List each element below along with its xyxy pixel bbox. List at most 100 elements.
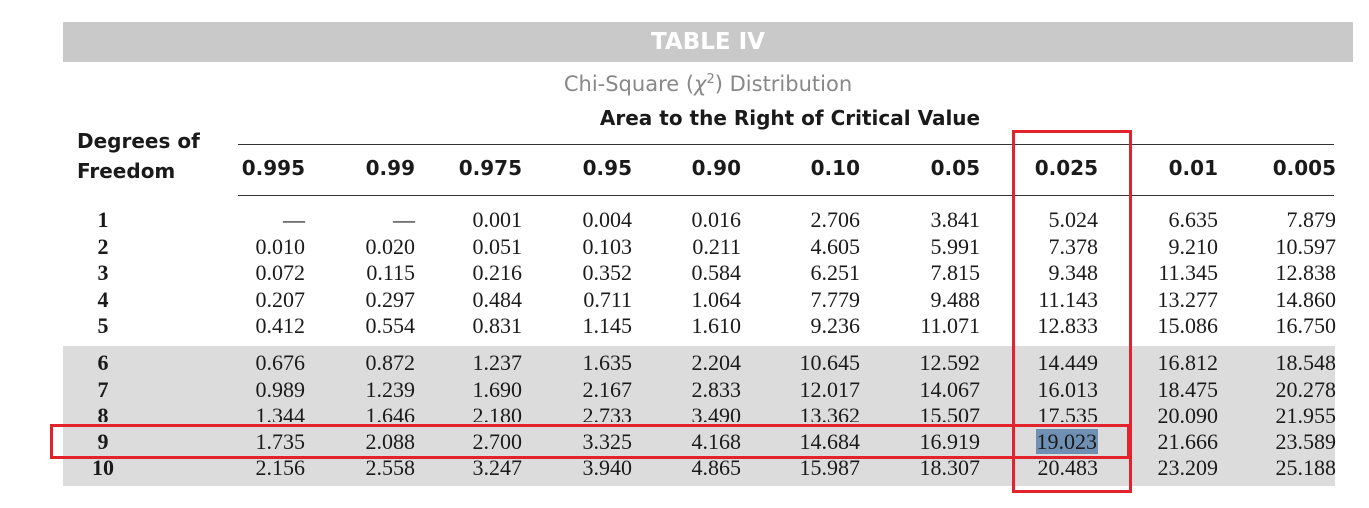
table-cell: 0.554: [365, 313, 416, 338]
row-label-df: 1: [97, 207, 109, 232]
table-cell: 2.088: [365, 429, 416, 454]
table-cell: 7.815: [930, 260, 981, 285]
table-cell: 0.016: [691, 207, 742, 232]
table-cell: 14.860: [1275, 287, 1337, 312]
table-cell: 0.711: [583, 287, 632, 312]
table-cell: 18.475: [1157, 377, 1219, 402]
table-cell: 1.064: [691, 287, 742, 312]
table-cell: 0.412: [255, 313, 306, 338]
table-cell: 11.345: [1158, 260, 1218, 285]
table-cell: 20.090: [1157, 403, 1219, 428]
table-cell: 0.297: [365, 287, 416, 312]
table-cell: 14.449: [1037, 350, 1099, 375]
table-cell: 2.156: [255, 455, 306, 480]
table-cell: 11.071: [920, 313, 980, 338]
column-header: 0.025: [1034, 156, 1098, 180]
column-header: 0.95: [582, 156, 632, 180]
table-cell: 1.145: [582, 313, 633, 338]
table-cell: 3.940: [582, 455, 633, 480]
table-cell: 16.750: [1275, 313, 1337, 338]
table-cell: 15.507: [919, 403, 981, 422]
table-cell: 0.584: [691, 260, 742, 285]
column-header: 0.05: [930, 156, 980, 180]
row-label-df: 5: [97, 313, 109, 338]
table-cell: 19.023: [988, 429, 1098, 455]
subtitle-superscript: 2: [706, 72, 715, 87]
column-highlight-box: [1012, 130, 1132, 493]
column-header: 0.99: [365, 156, 415, 180]
table-cell: 12.592: [919, 350, 981, 375]
table-cell: 6.251: [810, 260, 861, 285]
table-cell: 20.278: [1275, 377, 1337, 402]
table-cell: 17.535: [1037, 403, 1099, 422]
table-cell: 0.989: [255, 377, 306, 402]
table-cell: 0.103: [582, 234, 633, 259]
table-cell: —: [393, 207, 415, 232]
table-cell: 2.700: [472, 429, 523, 454]
row-label-df: 8: [97, 403, 109, 422]
table-cell: 1.635: [582, 350, 633, 375]
table-cell: 9.236: [810, 313, 861, 338]
table-cell: 4.168: [691, 429, 742, 454]
table-cell: 0.004: [582, 207, 633, 232]
table-cell: 18.307: [919, 455, 981, 480]
subtitle-prefix: Chi-Square (: [563, 72, 695, 96]
degrees-of-freedom-label: Degrees of Freedom: [77, 126, 237, 186]
selected-critical-value[interactable]: 19.023: [1035, 429, 1098, 454]
table-cell: 0.020: [365, 234, 416, 259]
column-header: 0.975: [458, 156, 522, 180]
table-cell: 3.247: [472, 455, 523, 480]
table-cell: 16.812: [1157, 350, 1219, 375]
header-top-rule: [238, 144, 1334, 145]
table-cell: 1.344: [255, 403, 306, 422]
table-cell: 0.010: [255, 234, 306, 259]
table-cell: 23.589: [1275, 429, 1337, 454]
subtitle-chi-symbol: χ: [694, 72, 707, 96]
table-cell: 0.676: [255, 350, 306, 375]
table-cell: 13.362: [799, 403, 861, 422]
table-cell: 5.991: [930, 234, 981, 259]
table-cell: 16.013: [1037, 377, 1099, 402]
table-cell: 16.919: [919, 429, 981, 454]
table-cell: 2.558: [365, 455, 416, 480]
column-header: 0.90: [691, 156, 741, 180]
table-cell: 0.211: [692, 234, 741, 259]
table-cell: 5.024: [1048, 207, 1099, 232]
row-label-df: 6: [97, 350, 109, 375]
table-cell: 9.348: [1048, 260, 1099, 285]
table-cell: 15.086: [1157, 313, 1219, 338]
row-label-df: 2: [97, 234, 109, 259]
row-label-df: 3: [97, 260, 109, 285]
table-cell: 4.605: [810, 234, 861, 259]
table-cell: 11.143: [1038, 287, 1098, 312]
table-cell: 0.072: [255, 260, 306, 285]
table-cell: 10.645: [799, 350, 861, 375]
dof-label-line1: Degrees of: [77, 129, 200, 153]
table-cell: 13.277: [1157, 287, 1219, 312]
table-cell: 12.838: [1275, 260, 1337, 285]
table-cell: 2.833: [691, 377, 742, 402]
table-cell: 21.666: [1157, 429, 1219, 454]
column-header: 0.995: [241, 156, 305, 180]
row-label-df: 9: [97, 429, 109, 454]
table-cell: 1.237: [472, 350, 523, 375]
table-cell: 0.831: [472, 313, 523, 338]
table-cell: 0.484: [472, 287, 523, 312]
table-cell: 20.483: [1037, 455, 1099, 480]
row-label-df: 7: [97, 377, 109, 402]
column-header: 0.005: [1272, 156, 1336, 180]
table-cell: 2.180: [472, 403, 523, 422]
table-cell: 2.706: [810, 207, 861, 232]
dof-label-line2: Freedom: [77, 159, 176, 183]
table-cell: 18.548: [1275, 350, 1337, 375]
table-cell: 15.987: [799, 455, 861, 480]
table-cell: 3.841: [930, 207, 981, 232]
table-cell: 14.067: [919, 377, 981, 402]
table-cell: 0.207: [255, 287, 306, 312]
column-header: 0.01: [1168, 156, 1218, 180]
table-cell: 4.865: [691, 455, 742, 480]
table-cell: 1.690: [472, 377, 523, 402]
table-cell: 9.210: [1168, 234, 1219, 259]
table-cell: 0.872: [365, 350, 416, 375]
table-cell: 2.204: [691, 350, 742, 375]
